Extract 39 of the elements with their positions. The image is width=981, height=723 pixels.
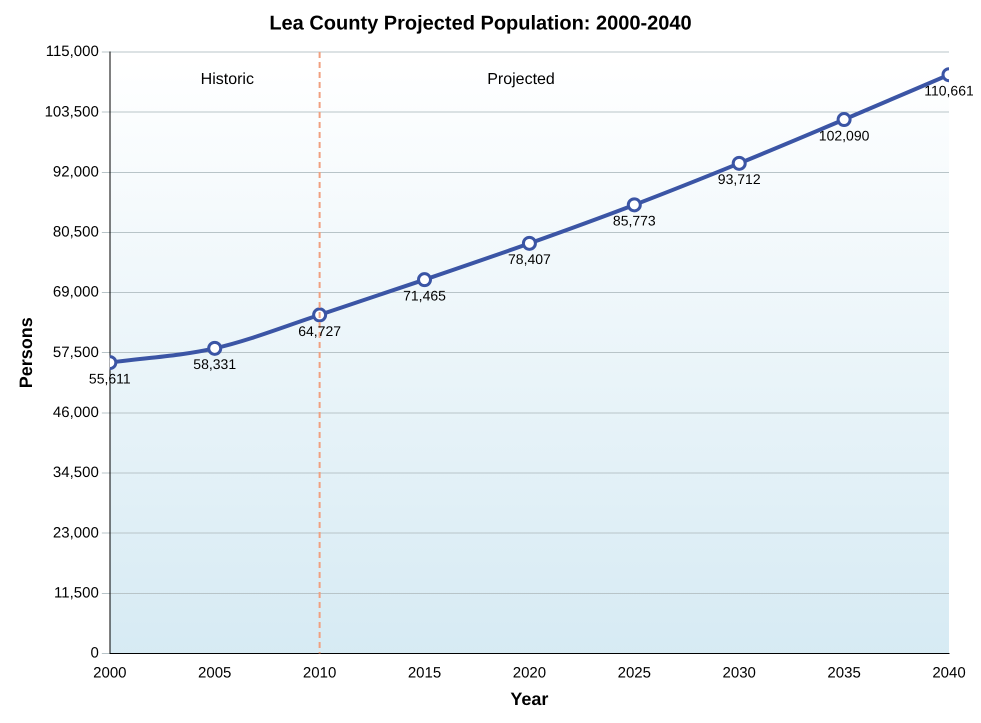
x-tick-label: 2010 — [302, 664, 336, 682]
x-tick-label: 2000 — [93, 664, 127, 682]
data-label: 64,727 — [298, 322, 342, 339]
y-tick-label: 46,000 — [52, 404, 99, 421]
x-tick-label: 2020 — [512, 664, 546, 682]
y-tick-label: 115,000 — [46, 43, 99, 60]
x-tick-label: 2030 — [722, 664, 756, 682]
point — [732, 156, 747, 171]
annotation: Historic — [200, 71, 254, 88]
x-tick-label: 2040 — [932, 664, 966, 682]
x-tick-label: 2035 — [827, 664, 861, 682]
point — [626, 197, 642, 212]
data-label: 110,661 — [924, 82, 974, 99]
point — [417, 272, 432, 288]
data-label: 78,407 — [508, 251, 552, 268]
y-axis-title: Persons — [16, 317, 36, 388]
y-tick-label: 92,000 — [52, 163, 99, 180]
y-tick-label: 57,500 — [52, 344, 99, 361]
x-tick-label: 2005 — [198, 664, 232, 682]
y-tick-label: 0 — [90, 644, 99, 662]
x-tick-label: 2025 — [618, 664, 651, 682]
point — [522, 236, 537, 251]
data-label: 58,331 — [193, 356, 236, 372]
x-axis-title: Year — [510, 689, 548, 710]
y-tick-label: 80,500 — [52, 224, 99, 241]
y-tick-label: 23,000 — [52, 524, 99, 542]
point — [207, 340, 222, 356]
y-tick-label: 34,500 — [52, 464, 99, 482]
data-label: 85,773 — [612, 212, 656, 229]
data-label: 102,090 — [818, 127, 870, 144]
y-tick-label: 103,500 — [44, 103, 99, 120]
annotation: Projected — [487, 71, 555, 88]
y-tick-label: 69,000 — [52, 284, 99, 301]
point — [836, 112, 852, 128]
data-label: 93,712 — [718, 171, 761, 188]
chart-title: Lea County Projected Population: 2000-2040 — [269, 12, 692, 35]
data-label: 71,465 — [403, 288, 446, 304]
y-tick-label: 11,500 — [54, 584, 99, 602]
x-tick-label: 2015 — [408, 664, 442, 682]
